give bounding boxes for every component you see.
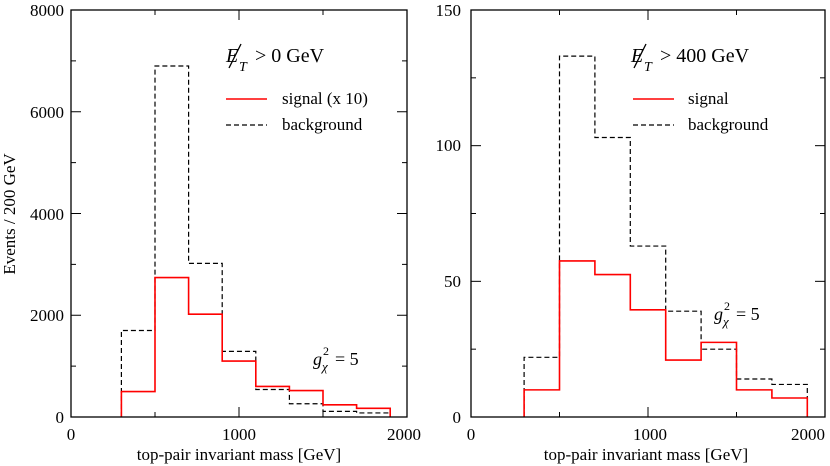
- left-legend: signal (x 10) background: [226, 89, 368, 134]
- right-met-symbol: E: [630, 45, 643, 67]
- left-y-axis-label: Events / 200 GeV: [0, 153, 19, 275]
- right-panel: 150 100 50 0 0 1000 2000 top-pair invari…: [436, 1, 826, 464]
- right-met-subscript: T: [644, 60, 653, 75]
- right-histograms: [523, 55, 809, 417]
- left-met-subscript: T: [239, 60, 248, 75]
- left-ytick-label-6000: 6000: [30, 103, 64, 122]
- left-coupling-value: = 5: [335, 349, 359, 369]
- left-panel: 8000 6000 4000 2000 0 0 1000 2000 top-pa…: [0, 1, 421, 464]
- left-background-step-line: [120, 65, 391, 417]
- left-cut-text: > 0 GeV: [255, 45, 325, 67]
- left-legend-background-label: background: [282, 115, 363, 134]
- right-coupling-value: = 5: [736, 304, 760, 324]
- right-cut-text: > 400 GeV: [660, 45, 750, 67]
- left-coupling-superscript: 2: [323, 344, 329, 358]
- left-ytick-label-2000: 2000: [30, 306, 64, 325]
- left-xtick-label-0: 0: [67, 425, 76, 444]
- right-xtick-label-0: 0: [467, 425, 476, 444]
- right-ytick-label-150: 150: [436, 1, 462, 20]
- left-legend-signal-label: signal (x 10): [282, 89, 368, 108]
- left-signal-step-line: [120, 276, 391, 417]
- left-coupling-label: g 2 χ = 5: [313, 344, 359, 374]
- right-coupling-symbol: g: [714, 304, 723, 324]
- left-signal-series: [120, 276, 391, 417]
- left-met-cut-label: E T > 0 GeV: [225, 43, 325, 75]
- left-coupling-subscript: χ: [320, 359, 328, 374]
- left-background-series: [120, 65, 391, 417]
- right-legend-background-label: background: [688, 115, 769, 134]
- right-xtick-label-1000: 1000: [633, 425, 667, 444]
- left-met-symbol: E: [225, 45, 238, 67]
- right-ytick-label-100: 100: [436, 136, 462, 155]
- left-ytick-label-0: 0: [56, 408, 65, 427]
- right-legend-signal-label: signal: [688, 89, 729, 108]
- right-signal-step-line: [523, 260, 809, 417]
- right-background-step-line: [523, 55, 808, 417]
- left-ytick-label-4000: 4000: [30, 205, 64, 224]
- left-histograms: [120, 65, 391, 417]
- right-ytick-label-0: 0: [453, 408, 462, 427]
- right-coupling-label: g 2 χ = 5: [714, 299, 760, 329]
- left-ticks: [70, 9, 408, 418]
- right-ticks: [470, 9, 826, 418]
- right-met-slash: [633, 43, 647, 69]
- right-x-axis-label: top-pair invariant mass [GeV]: [544, 445, 748, 464]
- right-ytick-label-50: 50: [444, 272, 461, 291]
- left-met-slash: [228, 43, 242, 69]
- right-xtick-label-2000: 2000: [791, 425, 825, 444]
- left-xtick-label-2000: 2000: [387, 425, 421, 444]
- left-xtick-label-1000: 1000: [222, 425, 256, 444]
- left-ytick-label-8000: 8000: [30, 1, 64, 20]
- right-coupling-superscript: 2: [724, 299, 730, 313]
- right-legend: signal background: [633, 89, 769, 134]
- right-signal-series: [523, 260, 809, 417]
- right-background-series: [523, 55, 808, 417]
- left-x-axis-label: top-pair invariant mass [GeV]: [137, 445, 341, 464]
- left-coupling-symbol: g: [313, 349, 322, 369]
- right-coupling-subscript: χ: [721, 314, 729, 329]
- right-met-cut-label: E T > 400 GeV: [630, 43, 750, 75]
